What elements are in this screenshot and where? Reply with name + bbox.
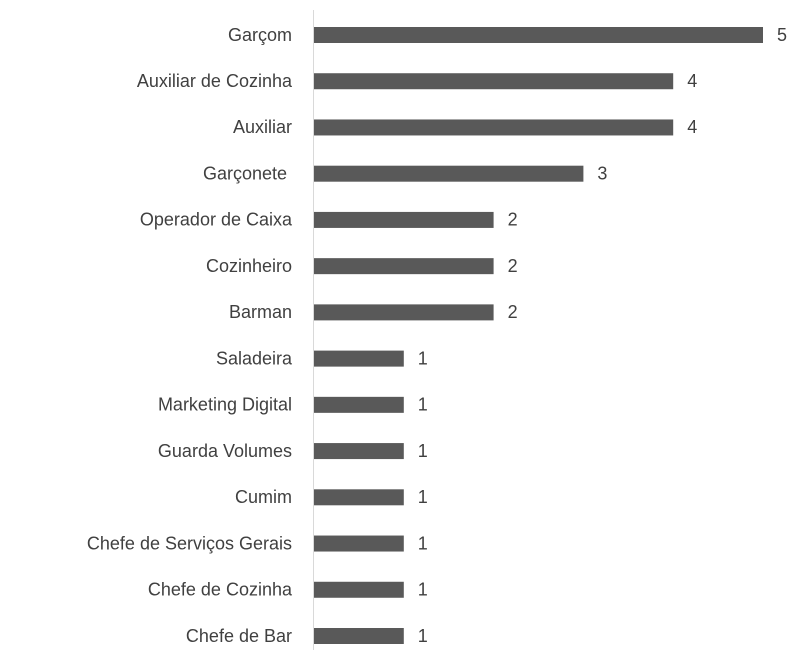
value-label: 2: [508, 256, 518, 276]
value-label: 1: [418, 441, 428, 461]
bar: [314, 27, 763, 43]
category-label: Cumim: [235, 487, 292, 507]
category-label: Auxiliar: [233, 117, 292, 137]
bar: [314, 396, 404, 413]
category-label: Guarda Volumes: [158, 441, 292, 461]
bar: [314, 350, 404, 367]
value-label: 1: [418, 348, 428, 368]
bar: [314, 304, 494, 321]
bar: [314, 119, 674, 136]
category-label: Saladeira: [216, 348, 293, 368]
bar: [314, 581, 404, 598]
value-label: 1: [418, 533, 428, 553]
category-label: Garçonete: [203, 163, 292, 183]
bar: [314, 73, 674, 90]
category-label: Chefe de Bar: [186, 626, 292, 646]
category-label: Marketing Digital: [158, 395, 292, 415]
bar: [314, 443, 404, 460]
value-label: 2: [508, 302, 518, 322]
category-label: Chefe de Cozinha: [148, 580, 293, 600]
value-label: 1: [418, 580, 428, 600]
value-label: 2: [508, 210, 518, 230]
bar: [314, 258, 494, 275]
bar: [314, 165, 584, 182]
category-label: Auxiliar de Cozinha: [137, 71, 293, 91]
category-label: Barman: [229, 302, 292, 322]
category-label: Chefe de Serviços Gerais: [87, 533, 292, 553]
category-label: Operador de Caixa: [140, 210, 293, 230]
value-label: 1: [418, 395, 428, 415]
bar: [314, 489, 404, 506]
value-label: 4: [687, 117, 697, 137]
category-label: Cozinheiro: [206, 256, 292, 276]
category-label: Garçom: [228, 25, 292, 45]
value-label: 5: [777, 25, 787, 45]
value-label: 1: [418, 626, 428, 646]
value-label: 4: [687, 71, 697, 91]
bar: [314, 535, 404, 552]
value-label: 3: [597, 163, 607, 183]
bar: [314, 211, 494, 228]
bar: [314, 628, 404, 644]
value-label: 1: [418, 487, 428, 507]
